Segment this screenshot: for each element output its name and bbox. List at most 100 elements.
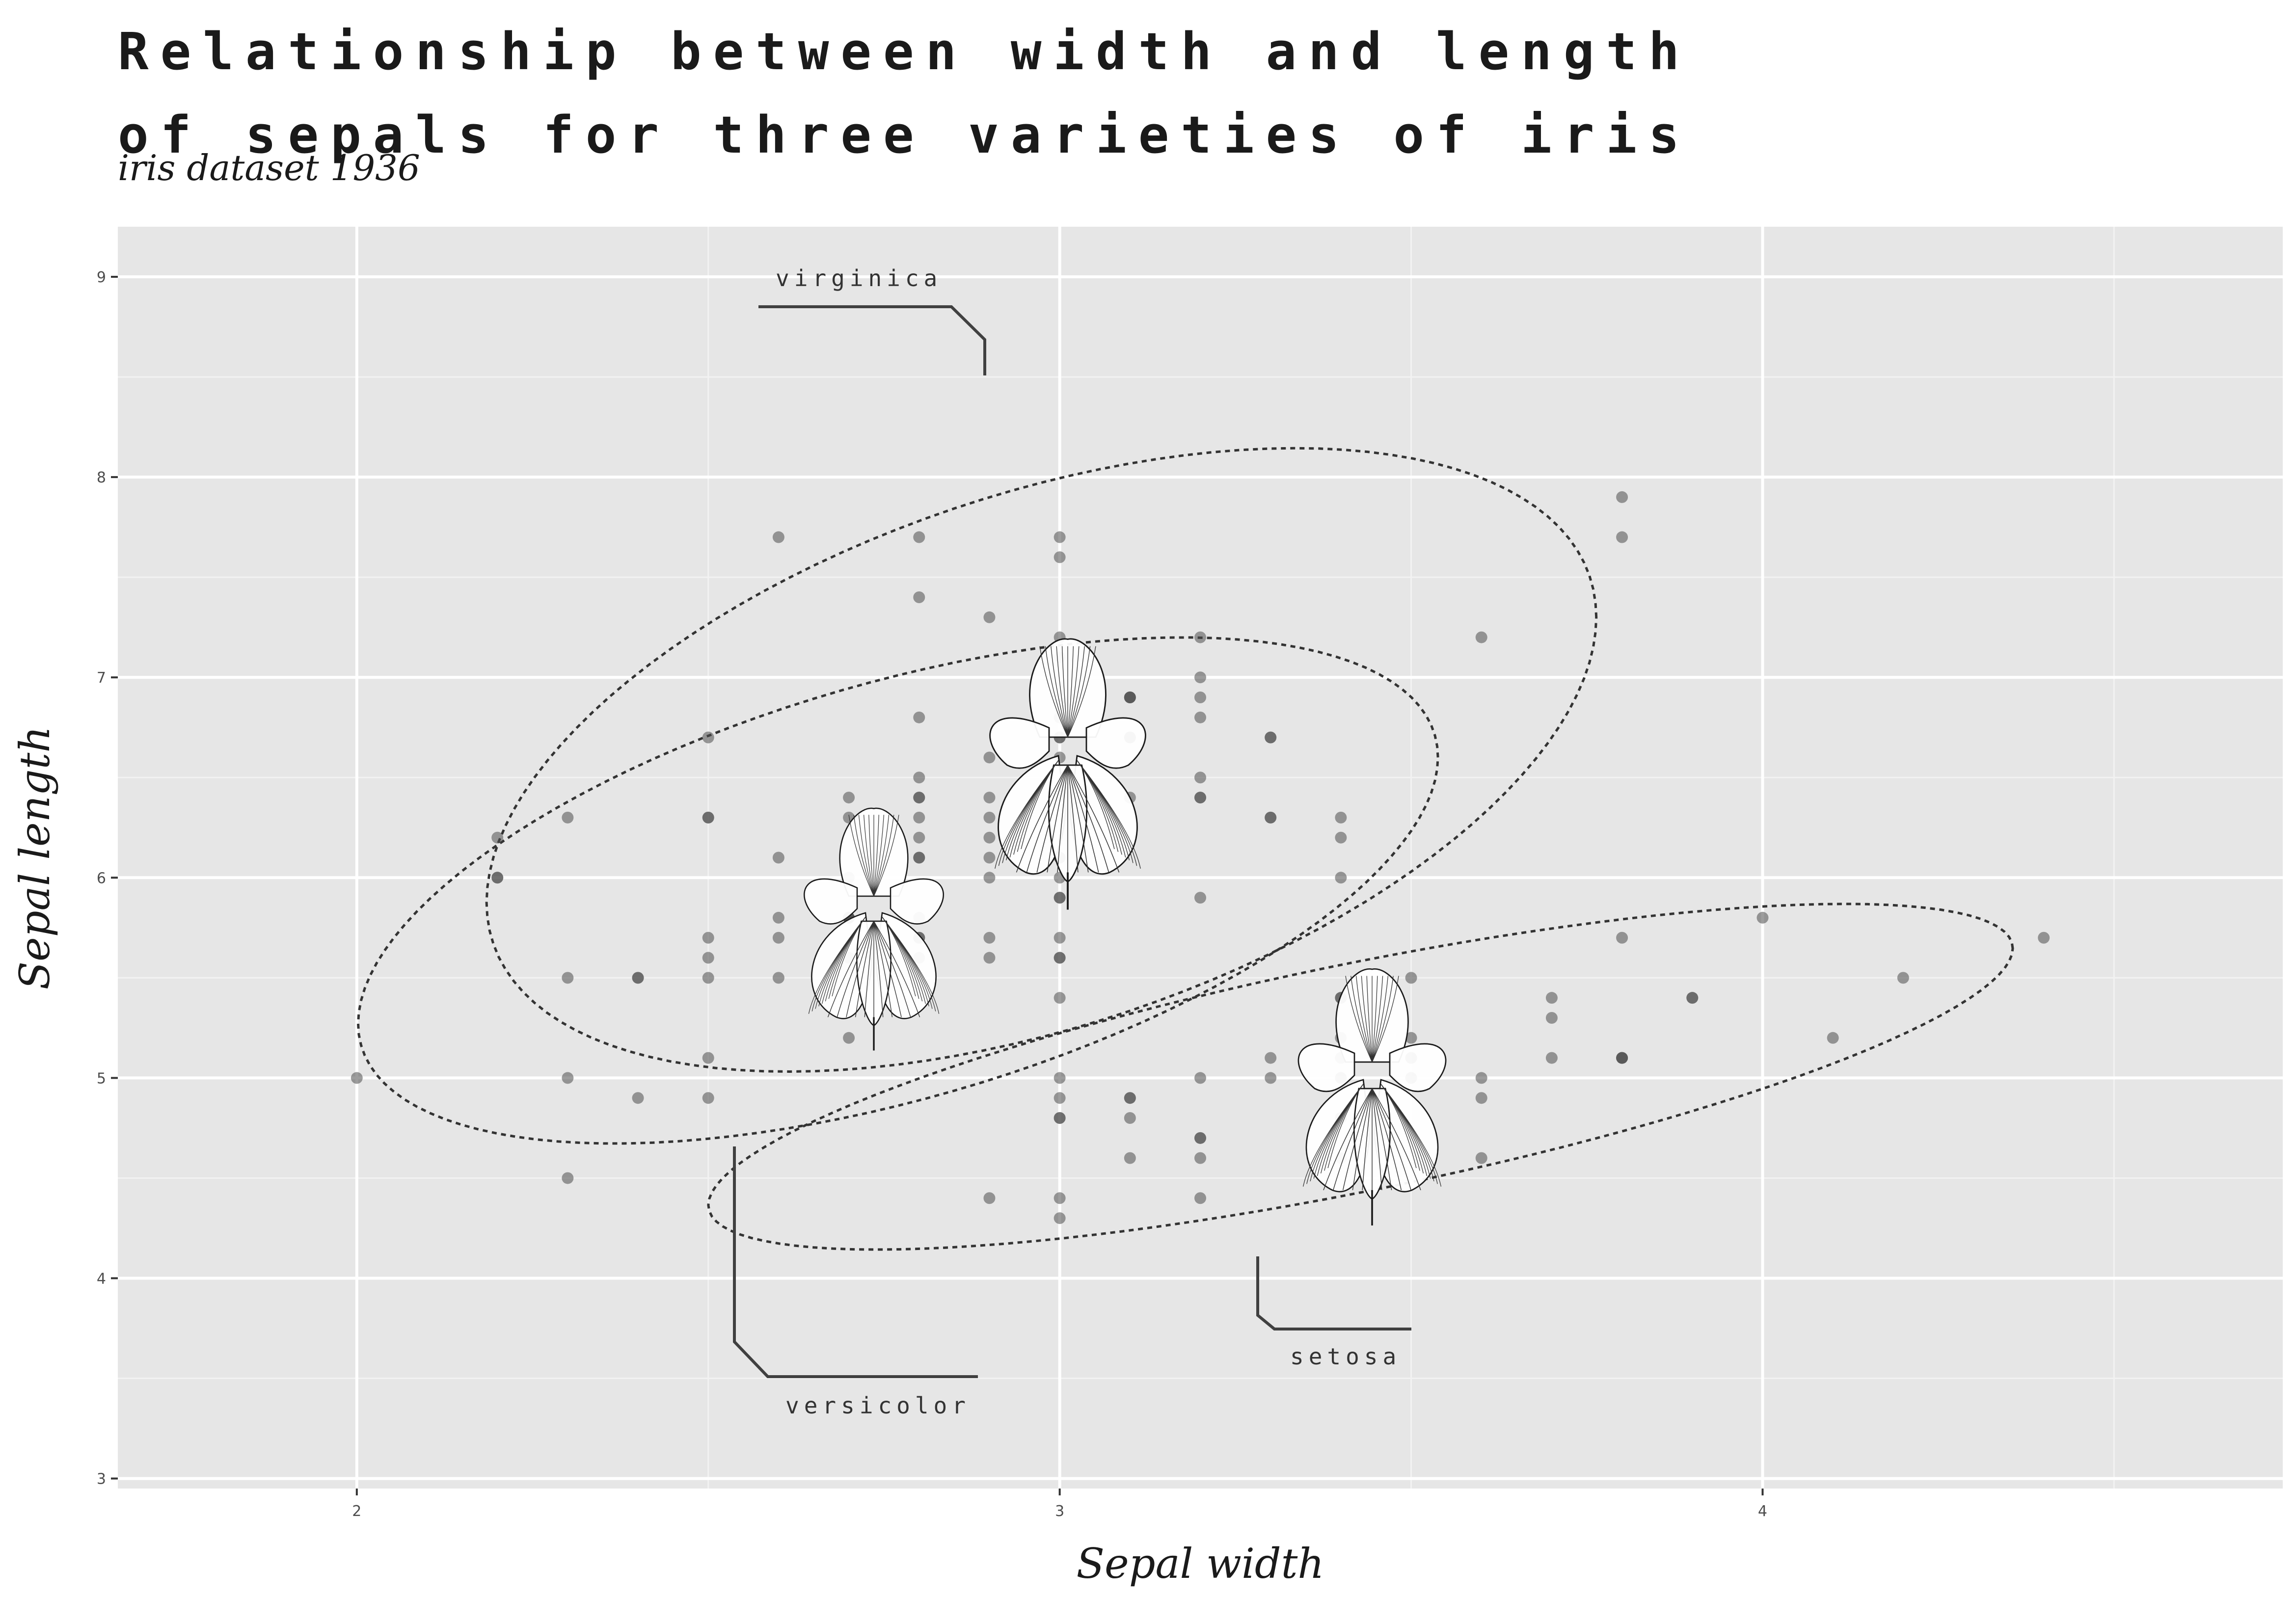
setosa-callout-line	[1256, 1256, 1411, 1330]
setosa-point	[1265, 1052, 1277, 1064]
versicolor-point	[1053, 992, 1066, 1004]
setosa-point	[1124, 1152, 1136, 1164]
setosa-point	[1616, 931, 1628, 944]
virginica-point	[1616, 531, 1628, 543]
iris-illustrations	[803, 638, 1447, 1226]
virginica-point	[1194, 792, 1206, 804]
virginica-point	[1265, 731, 1277, 744]
virginica-point	[1335, 811, 1347, 824]
virginica-point	[1194, 692, 1206, 704]
versicolor-point	[983, 872, 996, 884]
y-tick-label: 3	[97, 1471, 106, 1488]
virginica-point	[913, 811, 925, 824]
setosa-point	[1405, 1032, 1417, 1044]
setosa-point	[1545, 1052, 1558, 1064]
versicolor-callout-line	[733, 1146, 978, 1378]
versicolor-point	[562, 1072, 574, 1084]
versicolor-point	[843, 1032, 855, 1044]
setosa-point	[1475, 1072, 1487, 1084]
virginica-point	[843, 792, 855, 804]
virginica-point	[1265, 811, 1277, 824]
y-tick-label: 8	[97, 469, 106, 486]
versicolor-point	[913, 711, 925, 723]
axis-ticks: 2 3 4 3 4 5 6 7 8 9	[97, 269, 1767, 1520]
versicolor-point	[913, 851, 925, 864]
virginica-point	[1194, 631, 1206, 643]
virginica-label: virginica	[776, 265, 942, 292]
versicolor-point	[913, 772, 925, 784]
y-tick-label: 6	[97, 870, 106, 887]
virginica-point	[702, 811, 714, 824]
setosa-point	[983, 1192, 996, 1204]
virginica-point	[1053, 551, 1066, 563]
versicolor-point	[632, 972, 644, 984]
setosa-point	[1053, 1112, 1066, 1124]
virginica-point	[983, 611, 996, 623]
virginica-point	[702, 731, 714, 744]
versicolor-point	[562, 972, 574, 984]
versicolor-point	[983, 751, 996, 764]
setosa-point	[1616, 1052, 1628, 1064]
virginica-ellipse	[485, 447, 1598, 1073]
chart-title: Relationship between width and length of…	[118, 22, 1691, 165]
versicolor-point	[1053, 931, 1066, 944]
y-tick-label: 4	[97, 1271, 106, 1288]
confidence-ellipses	[356, 447, 2014, 1251]
versicolor-point	[983, 792, 996, 804]
virginica-point	[772, 531, 784, 543]
setosa-point	[1053, 1092, 1066, 1104]
virginica-point	[702, 1092, 714, 1104]
versicolor-point	[983, 952, 996, 964]
versicolor-point	[983, 931, 996, 944]
virginica-point	[913, 831, 925, 844]
setosa-point	[1124, 1092, 1136, 1104]
versicolor-point	[772, 931, 784, 944]
chart-subtitle: iris dataset 1936	[118, 147, 420, 188]
versicolor-point	[562, 811, 574, 824]
virginica-point	[1053, 892, 1066, 904]
setosa-point	[1194, 1152, 1206, 1164]
versicolor-point	[702, 1052, 714, 1064]
x-tick-label: 3	[1055, 1503, 1064, 1520]
y-axis-title: Sepal length	[11, 726, 59, 990]
versicolor-point	[1194, 671, 1206, 684]
virginica-point	[1616, 491, 1628, 503]
setosa-point	[1756, 911, 1769, 924]
setosa-point	[1475, 1092, 1487, 1104]
y-tick-label: 9	[97, 269, 106, 286]
setosa-point	[1194, 1132, 1206, 1144]
setosa-point	[1405, 972, 1417, 984]
virginica-iris-illustration	[989, 638, 1146, 910]
setosa-point	[1897, 972, 1909, 984]
versicolor-point	[491, 831, 504, 844]
versicolor-point	[772, 972, 784, 984]
virginica-point	[1335, 831, 1347, 844]
virginica-point	[913, 591, 925, 603]
virginica-point	[913, 792, 925, 804]
versicolor-point	[351, 1072, 363, 1084]
versicolor-iris-illustration	[803, 807, 945, 1051]
virginica-point	[491, 872, 504, 884]
setosa-ellipse	[707, 903, 2014, 1251]
versicolor-point	[1053, 952, 1066, 964]
virginica-point	[1053, 531, 1066, 543]
versicolor-label: versicolor	[785, 1392, 971, 1419]
virginica-callout-line	[758, 305, 986, 375]
setosa-point	[1475, 1152, 1487, 1164]
group-callouts: virginica versicolor setosa	[733, 265, 1411, 1419]
setosa-point	[1124, 1112, 1136, 1124]
versicolor-point	[772, 911, 784, 924]
virginica-point	[1194, 772, 1206, 784]
x-axis-title: Sepal width	[1076, 1540, 1324, 1588]
virginica-point	[1124, 692, 1136, 704]
setosa-point	[1053, 1212, 1066, 1224]
y-tick-label: 5	[97, 1070, 106, 1087]
versicolor-point	[632, 1092, 644, 1104]
setosa-point	[1194, 1072, 1206, 1084]
setosa-iris-illustration	[1297, 968, 1447, 1226]
x-tick-label: 2	[352, 1503, 361, 1520]
virginica-point	[913, 531, 925, 543]
versicolor-point	[1335, 872, 1347, 884]
virginica-point	[702, 931, 714, 944]
